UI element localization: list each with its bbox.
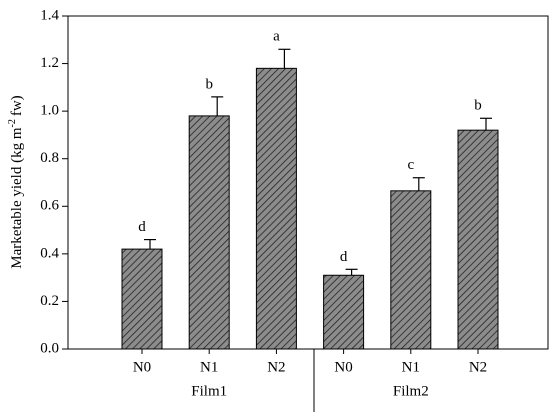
bar xyxy=(121,248,163,350)
bar xyxy=(188,115,230,350)
significance-letter: c xyxy=(407,157,414,173)
significance-letter: d xyxy=(138,219,146,235)
y-tick-label: 0.8 xyxy=(40,150,59,166)
y-tick-label: 0.0 xyxy=(40,340,59,356)
x-tick-label: N2 xyxy=(469,359,487,375)
x-tick-label: N1 xyxy=(200,359,218,375)
significance-letter: b xyxy=(205,76,213,92)
x-tick-label: N0 xyxy=(334,359,352,375)
y-label-end: fw) xyxy=(9,95,25,116)
bar xyxy=(457,129,499,350)
y-label-main: Marketable yield (kg m xyxy=(9,127,25,269)
significance-letter: a xyxy=(273,29,280,45)
bar xyxy=(255,67,297,350)
x-tick-label: N2 xyxy=(267,359,285,375)
y-axis-label: Marketable yield (kg m-2 fw) xyxy=(7,95,25,268)
group-label: Film2 xyxy=(393,383,429,399)
x-tick-label: N0 xyxy=(133,359,151,375)
significance-letter: b xyxy=(474,98,482,114)
group-label: Film1 xyxy=(191,383,227,399)
y-tick-label: 0.2 xyxy=(40,293,59,309)
y-tick-label: 1.2 xyxy=(40,55,59,71)
x-tick-label: N1 xyxy=(402,359,420,375)
significance-letter: d xyxy=(340,249,348,265)
y-tick-label: 0.6 xyxy=(40,198,59,214)
bar xyxy=(390,190,432,350)
y-label-sup: -2 xyxy=(7,119,18,127)
y-tick-label: 0.4 xyxy=(40,245,59,261)
bar xyxy=(323,274,365,350)
y-tick-label: 1.0 xyxy=(40,103,59,119)
plot-frame xyxy=(67,15,549,350)
y-tick-label: 1.4 xyxy=(40,7,59,23)
